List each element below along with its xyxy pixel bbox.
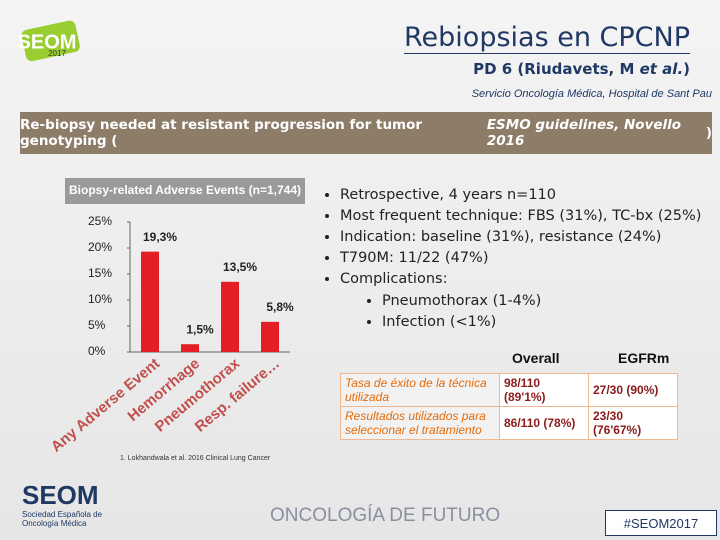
value-label: 5,8% bbox=[266, 300, 294, 314]
bar bbox=[181, 344, 199, 352]
bar bbox=[261, 321, 279, 352]
affiliation: Servicio Oncología Médica, Hospital de S… bbox=[471, 88, 712, 100]
sub-bullet: Infection (<1%) bbox=[382, 312, 541, 333]
footer-hashtag: #SEOM2017 bbox=[605, 510, 717, 536]
footer-org: SEOM bbox=[22, 480, 99, 510]
title: Rebiopsias en CPCNP bbox=[404, 22, 690, 54]
subtitle: PD 6 (Riudavets, M et al.) bbox=[473, 60, 690, 78]
logo: SEOM 2017 bbox=[18, 20, 80, 62]
bullet: T790M: 11/22 (47%) bbox=[340, 248, 701, 269]
bullet: Complications: bbox=[340, 269, 701, 290]
chart-title-bg bbox=[65, 178, 305, 204]
table-value: 23/30 (76'67%) bbox=[588, 406, 678, 440]
table-value: 98/110 (89'1%) bbox=[499, 373, 589, 407]
y-tick-label: 10% bbox=[88, 292, 112, 306]
bar bbox=[141, 251, 159, 352]
row-label: Tasa de éxito de la técnica utilizada bbox=[340, 373, 500, 407]
bullet: Indication: baseline (31%), resistance (… bbox=[340, 227, 701, 248]
row-label: Resultados utilizados para seleccionar e… bbox=[340, 406, 500, 440]
chart: Biopsy-related Adverse Events (n=1,744) … bbox=[48, 178, 305, 462]
subtitle-part: et al. bbox=[639, 60, 684, 78]
table: Tasa de éxito de la técnica utilizada 98/… bbox=[340, 373, 678, 440]
sub-bullet-list: Pneumothorax (1-4%)Infection (<1%) bbox=[360, 291, 541, 333]
bar bbox=[221, 281, 239, 352]
y-tick-label: 0% bbox=[88, 344, 106, 358]
footer-org-full: Sociedad Española de Oncología Médica bbox=[22, 510, 103, 528]
banner-part: ) bbox=[705, 125, 712, 141]
bullet: Most frequent technique: FBS (31%), TC-b… bbox=[340, 206, 701, 227]
column-header: Overall bbox=[512, 350, 560, 366]
banner-part: ESMO guidelines, Novello 2016 bbox=[486, 117, 682, 149]
table-value: 86/110 (78%) bbox=[499, 406, 589, 440]
subtitle-part: ) bbox=[683, 60, 690, 78]
y-tick-label: 15% bbox=[88, 266, 112, 280]
bullet-list: Retrospective, 4 years n=110Most frequen… bbox=[318, 185, 701, 290]
table-row: Tasa de éxito de la técnica utilizada 98/… bbox=[340, 373, 678, 407]
banner: Re-biopsy needed at resistant progressio… bbox=[20, 112, 712, 154]
value-label: 13,5% bbox=[223, 260, 257, 274]
footer-motto: ONCOLOGÍA DE FUTURO bbox=[270, 505, 501, 526]
y-tick-label: 5% bbox=[88, 318, 106, 332]
y-tick-label: 20% bbox=[88, 240, 112, 254]
bullet: Retrospective, 4 years n=110 bbox=[340, 185, 701, 206]
logo-year: 2017 bbox=[48, 49, 66, 58]
table-row: Resultados utilizados para seleccionar e… bbox=[340, 406, 678, 440]
logo-text: SEOM bbox=[18, 31, 77, 53]
subtitle-part: PD 6 (Riudavets, M bbox=[473, 60, 640, 78]
value-label: 1,5% bbox=[186, 322, 214, 336]
column-header: EGFRm bbox=[618, 350, 670, 366]
value-label: 19,3% bbox=[143, 230, 177, 244]
y-tick-label: 25% bbox=[88, 214, 112, 228]
table-value: 27/30 (90%) bbox=[588, 373, 678, 407]
footnote: 1. Lokhandwala et al. 2016 Clinical Lung… bbox=[120, 455, 271, 462]
sub-bullet: Pneumothorax (1-4%) bbox=[382, 291, 541, 312]
banner-part: Re-biopsy needed at resistant progressio… bbox=[20, 117, 423, 149]
chart-title: Biopsy-related Adverse Events (n=1,744) bbox=[69, 183, 301, 197]
